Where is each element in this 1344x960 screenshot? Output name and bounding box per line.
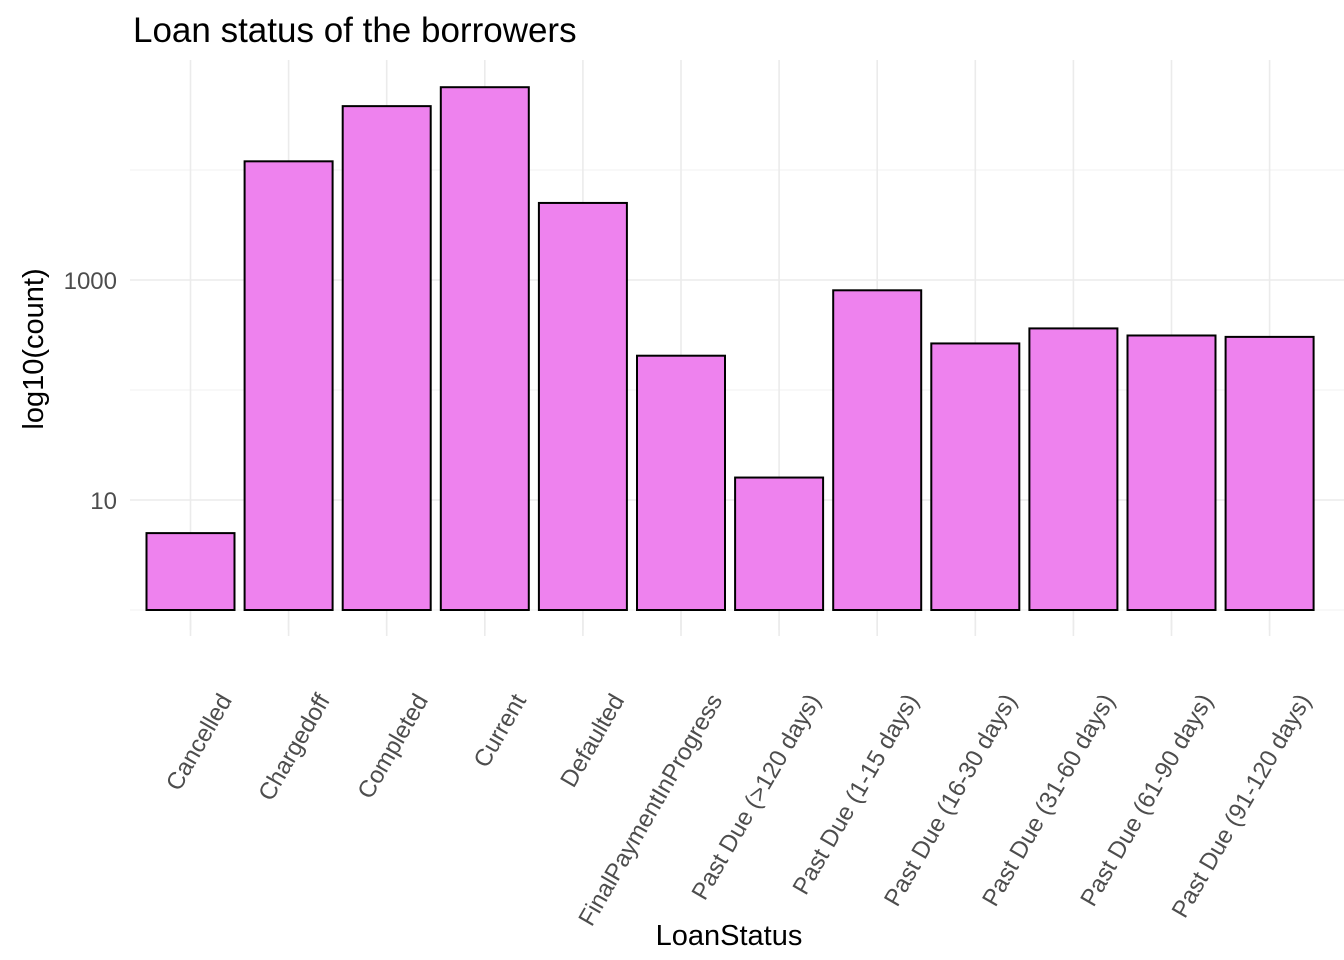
bar bbox=[439, 86, 530, 612]
y-tick-labels: 10 1000 bbox=[64, 268, 117, 515]
x-tick-label: Chargedoff bbox=[253, 689, 336, 805]
chart-title: Loan status of the borrowers bbox=[133, 11, 577, 50]
x-tick-marks bbox=[189, 620, 1271, 636]
bar bbox=[734, 476, 825, 612]
y-tick-label: 10 bbox=[90, 488, 117, 515]
x-tick-labels: Cancelled Chargedoff Completed Current Defau… bbox=[161, 689, 1317, 930]
x-tick-label: Completed bbox=[352, 690, 433, 804]
bar bbox=[145, 532, 236, 611]
bar bbox=[1224, 335, 1315, 611]
bar bbox=[636, 354, 726, 611]
bar bbox=[1028, 327, 1119, 611]
bar bbox=[537, 201, 628, 612]
x-tick-label: Cancelled bbox=[161, 690, 238, 796]
bar-series bbox=[145, 86, 1315, 612]
x-tick-label: Defaulted bbox=[555, 690, 630, 792]
bar bbox=[832, 289, 923, 611]
x-axis-title: LoanStatus bbox=[656, 920, 803, 952]
bar bbox=[341, 105, 432, 612]
x-tick-label: Current bbox=[469, 689, 533, 772]
y-tick-label: 1000 bbox=[64, 268, 117, 295]
bar bbox=[1126, 334, 1217, 611]
bar bbox=[930, 342, 1021, 611]
y-axis-title: log10(count) bbox=[18, 268, 50, 429]
bar bbox=[243, 160, 334, 611]
